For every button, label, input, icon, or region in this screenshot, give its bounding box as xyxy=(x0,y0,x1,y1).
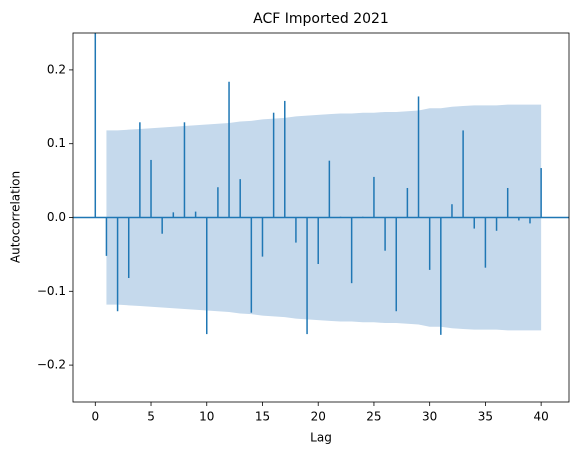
x-tick-label: 25 xyxy=(366,410,381,424)
x-tick-label: 15 xyxy=(255,410,270,424)
y-tick-label: 0.1 xyxy=(47,136,66,150)
plot-area xyxy=(73,33,569,335)
x-tick-label: 0 xyxy=(91,410,99,424)
x-tick-label: 5 xyxy=(147,410,155,424)
x-tick-label: 20 xyxy=(311,410,326,424)
x-tick-label: 40 xyxy=(533,410,548,424)
x-tick-label: 10 xyxy=(199,410,214,424)
x-tick-label: 35 xyxy=(478,410,493,424)
y-tick-label: 0.0 xyxy=(47,210,66,224)
x-tick-label: 30 xyxy=(422,410,437,424)
chart-title: ACF Imported 2021 xyxy=(253,11,389,27)
y-axis-label: Autocorrelation xyxy=(9,171,23,263)
x-axis-label: Lag xyxy=(310,431,332,445)
y-tick-label: −0.1 xyxy=(37,284,66,298)
y-tick-label: −0.2 xyxy=(37,358,66,372)
y-tick-label: 0.2 xyxy=(47,62,66,76)
